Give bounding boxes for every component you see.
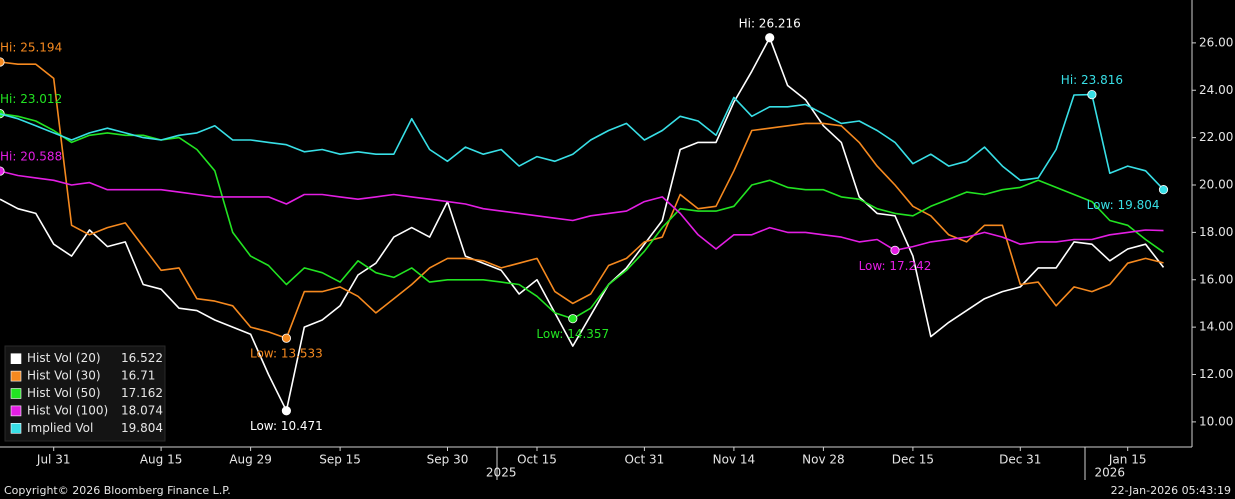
x-tick-label: Oct 15 (517, 453, 557, 467)
extreme-label: Low: 14.357 (536, 327, 609, 341)
x-tick-label: Jan 15 (1108, 453, 1147, 467)
y-tick-label: 16.00 (1199, 272, 1233, 286)
extreme-label: Low: 13.533 (250, 347, 323, 361)
legend-label: Hist Vol (50) (27, 386, 101, 400)
legend-swatch (10, 388, 22, 399)
timestamp: 22-Jan-2026 05:43:19 (1111, 484, 1231, 497)
x-tick-label: Jul 31 (36, 453, 71, 467)
extreme-label: Low: 19.804 (1087, 198, 1160, 212)
legend-swatch (10, 422, 22, 434)
series-line (0, 170, 1164, 252)
year-label: 2026 (1095, 466, 1126, 480)
extreme-marker (281, 406, 291, 416)
y-tick-label: 22.00 (1199, 130, 1233, 144)
legend-value: 16.71 (121, 369, 155, 383)
series-line (0, 112, 1164, 320)
series-line (0, 36, 1165, 412)
extreme-marker (0, 166, 5, 176)
legend-value: 18.074 (121, 403, 163, 417)
legend-swatch (10, 405, 22, 417)
year-label: 2025 (486, 466, 517, 480)
copyright: Copyright© 2026 Bloomberg Finance L.P. (4, 484, 231, 497)
x-tick-label: Aug 15 (140, 453, 183, 467)
x-tick-label: Sep 15 (319, 453, 361, 467)
extreme-marker (568, 314, 578, 324)
x-tick-label: Nov 14 (713, 453, 756, 467)
x-tick-label: Sep 30 (427, 453, 469, 467)
x-tick-label: Nov 28 (802, 453, 845, 467)
extreme-label: Hi: 25.194 (0, 40, 62, 54)
extreme-marker (281, 333, 291, 343)
legend-value: 19.804 (121, 421, 163, 435)
extreme-label: Hi: 26.216 (739, 16, 801, 30)
y-tick-label: 18.00 (1199, 225, 1233, 239)
extreme-label: Low: 17.242 (859, 259, 932, 273)
y-tick-label: 10.00 (1199, 414, 1233, 428)
plot-area: Hi: 26.216 Low: 10.471 Hi: 25.194 Low: 13.5… (0, 16, 1169, 433)
series-line (0, 61, 1164, 340)
x-tick-label: Dec 15 (892, 453, 934, 467)
extreme-marker (0, 57, 5, 67)
extreme-label: Hi: 23.012 (0, 92, 62, 106)
extreme-label: Low: 10.471 (250, 419, 323, 433)
legend-swatch (10, 370, 22, 382)
x-tick-label: Oct 31 (624, 453, 664, 467)
legend-value: 17.162 (121, 386, 163, 400)
y-tick-label: 26.00 (1199, 35, 1233, 49)
y-tick-label: 14.00 (1199, 320, 1233, 334)
legend-swatch (10, 353, 22, 365)
legend-label: Implied Vol (27, 421, 93, 435)
y-tick-label: 20.00 (1199, 178, 1233, 192)
legend-label: Hist Vol (30) (27, 369, 101, 383)
legend: Hist Vol (20) 16.522 Hist Vol (30) 16.71 His… (4, 345, 166, 442)
x-tick-label: Dec 31 (999, 453, 1041, 467)
y-tick-label: 12.00 (1199, 367, 1233, 381)
extreme-marker (1158, 185, 1169, 195)
x-tick-label: Aug 29 (229, 453, 272, 467)
legend-value: 16.522 (121, 351, 163, 365)
extreme-marker (890, 245, 900, 255)
legend-label: Hist Vol (100) (27, 403, 108, 417)
extreme-label: Hi: 20.588 (0, 150, 62, 164)
extreme-marker (1087, 90, 1097, 100)
legend-box (4, 345, 166, 442)
extreme-marker (765, 33, 775, 43)
series-line (0, 93, 1165, 191)
extreme-label: Hi: 23.816 (1061, 73, 1123, 87)
legend-label: Hist Vol (20) (27, 351, 101, 365)
y-tick-label: 24.00 (1199, 83, 1233, 97)
